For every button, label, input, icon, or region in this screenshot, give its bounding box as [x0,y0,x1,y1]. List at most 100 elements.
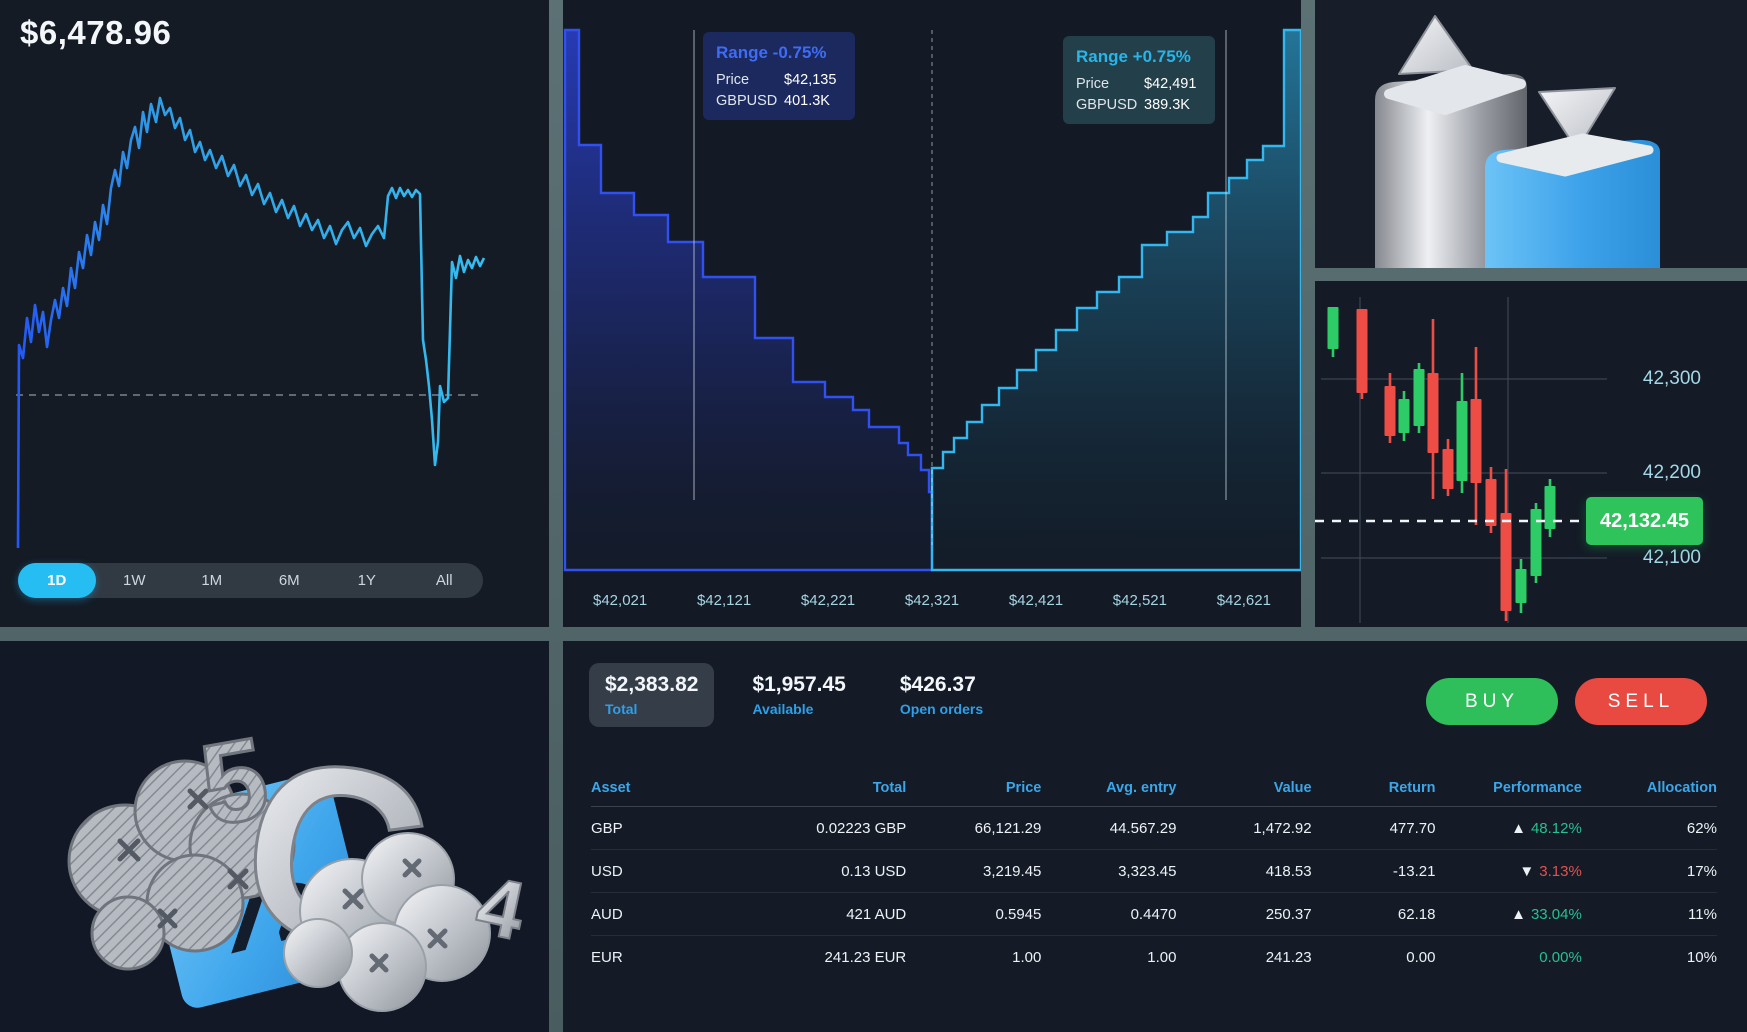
candle-body-up [1398,399,1410,433]
candle-body-up [1456,401,1468,481]
cell-price: 0.5945 [995,905,1042,923]
range-button-1d[interactable]: 1D [18,563,96,598]
tooltip-row: GBPUSD 401.3K [716,93,842,109]
portfolio-line-chart [16,96,486,549]
cell-asset: EUR [591,948,623,966]
cell-return: 477.70 [1389,819,1436,837]
cell-value: 250.37 [1265,905,1312,923]
range-button-6m[interactable]: 6M [251,563,329,598]
column-header-value: Value [1273,779,1312,796]
cell-return: -13.21 [1392,862,1436,880]
cell-allocation: 17% [1686,862,1717,880]
depth-x-label: $42,521 [1112,592,1167,609]
table-row-eur[interactable]: EUR 241.23 EUR 1.00 1.00 241.23 0.00 0.00% 10% [591,936,1717,978]
bar-blocks-illustration-panel [1315,0,1747,268]
depth-x-label: $42,421 [1008,592,1064,609]
buy-button[interactable]: BUY [1426,678,1558,725]
cell-avg_entry: 44.567.29 [1109,819,1177,837]
portfolio-panel: $6,478.96 1D 1W 1M 6M 1Y All [0,0,549,627]
candle-body-down [1384,386,1396,436]
range-button-1m[interactable]: 1M [173,563,251,598]
range-button-all[interactable]: All [406,563,484,598]
short-blue-block [1485,87,1660,268]
table-row-usd[interactable]: USD 0.13 USD 3,219.45 3,323.45 418.53 -13.21 ▼… [591,850,1717,893]
stat-available[interactable]: $1,957.45 Available [736,663,861,727]
positions-table: Asset Total Price Avg. entry Value Return Perf… [591,769,1717,978]
tooltip-row: Price $42,135 [716,72,842,88]
depth-x-label: $42,021 [593,592,648,609]
account-summary: $2,383.82 Total $1,957.45 Available $426.37 O… [589,663,999,727]
up-arrow-icon: ▲ [1511,819,1526,837]
tooltip-value: 401.3K [784,93,830,109]
order-actions: BUY SELL [1426,678,1707,725]
smooth-cloud-right [283,832,491,1012]
bid-range-tooltip: Range -0.75% Price $42,135 GBPUSD 401.3K [703,32,855,120]
tooltip-label: GBPUSD [716,93,778,109]
cell-avg_entry: 1.00 [1147,948,1177,966]
cell-return: 0.00 [1406,948,1436,966]
column-header-return: Return [1388,779,1436,796]
cell-price: 3,219.45 [982,862,1042,880]
ask-depth-area [930,28,1301,572]
stat-label: Open orders [899,701,984,717]
table-header-row: Asset Total Price Avg. entry Value Return Perf… [591,769,1717,807]
column-header-allocation: Allocation [1646,779,1717,796]
tooltip-value: 389.3K [1144,97,1190,113]
range-button-1y[interactable]: 1Y [328,563,406,598]
tooltip-label: Price [716,72,750,88]
cell-avg_entry: 3,323.45 [1118,862,1177,880]
depth-x-label: $42,121 [696,592,752,609]
range-button-1w[interactable]: 1W [96,563,174,598]
table-row-gbp[interactable]: GBP 0.02223 GBP 66,121.29 44.567.29 1,472.92… [591,807,1717,850]
cell-allocation: 11% [1688,905,1717,923]
depth-chart [563,28,1301,572]
cell-allocation: 62% [1686,819,1717,837]
stat-value: $426.37 [899,673,976,696]
column-header-price: Price [1005,779,1042,796]
cell-return: 62.18 [1397,905,1436,923]
cell-performance: ▲ 48.12% [1511,819,1582,837]
price-axis-label: 42,100 [1642,547,1701,568]
cell-total: 0.13 USD [841,862,907,880]
striped-cloud-left [67,759,296,971]
table-row-aud[interactable]: AUD 421 AUD 0.5945 0.4470 250.37 62.18 ▲ 33.04%… [591,893,1717,936]
stat-label: Total [605,701,638,717]
tooltip-title: Range -0.75% [716,43,827,62]
candle-body-down [1427,373,1439,453]
candlestick-panel: 42,300 42,200 42,100 42,132.45 [1315,281,1747,627]
cell-value: 418.53 [1265,862,1312,880]
column-header-performance: Performance [1493,779,1582,796]
cell-asset: USD [591,862,623,880]
tooltip-row: GBPUSD 389.3K [1076,97,1202,113]
last-price-value: 42,132.45 [1600,509,1689,532]
sell-button[interactable]: SELL [1575,678,1707,725]
ask-range-tooltip: Range +0.75% Price $42,491 GBPUSD 389.3K [1063,36,1215,124]
depth-chart-panel: Range -0.75% Price $42,135 GBPUSD 401.3K… [563,0,1301,627]
depth-x-label: $42,321 [904,592,960,609]
candle-body-down [1442,449,1454,489]
cell-total: 421 AUD [846,905,907,923]
stat-value: $2,383.82 [605,673,699,696]
cell-allocation: 10% [1686,948,1717,966]
stat-total[interactable]: $2,383.82 Total [589,663,715,727]
cell-total: 241.23 EUR [824,948,907,966]
tooltip-value: $42,491 [1144,76,1197,92]
tooltip-value: $42,135 [784,72,837,88]
candle-body-up [1544,486,1556,529]
buy-sell-blocks-3d-illustration [1375,15,1660,268]
candle-body-down [1470,399,1482,483]
candle-body-up [1530,509,1542,576]
cell-price: 1.00 [1012,948,1042,966]
bid-depth-area [563,28,934,572]
depth-x-axis: $42,021 $42,121 $42,221 $42,321 $42,421 $42,5… [563,592,1301,609]
stat-open-orders[interactable]: $426.37 Open orders [884,663,999,727]
numbers-illustration-panel: ½ C 5 4 [0,641,549,1032]
candle-body-up [1515,569,1527,603]
down-arrow-icon: ▼ [1519,862,1535,880]
tooltip-label: GBPUSD [1076,97,1138,113]
column-header-avg-entry: Avg. entry [1106,779,1177,796]
cell-performance: ▼ 3.13% [1519,862,1582,880]
trading-panel: $2,383.82 Total $1,957.45 Available $426.37 O… [563,641,1747,1032]
cell-asset: AUD [591,905,623,923]
cell-performance: ▲ 33.04% [1511,905,1582,923]
